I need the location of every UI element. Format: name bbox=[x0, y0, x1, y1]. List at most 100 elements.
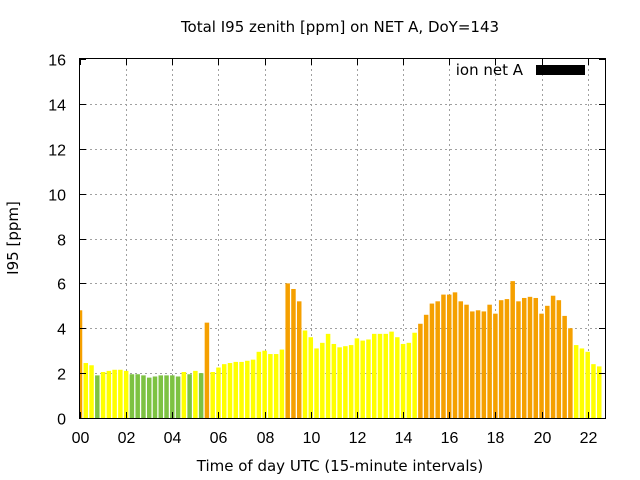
bar bbox=[516, 301, 521, 418]
bar bbox=[464, 304, 469, 418]
bar bbox=[204, 322, 210, 418]
bar bbox=[112, 369, 117, 418]
bar bbox=[521, 297, 527, 418]
bar bbox=[585, 351, 590, 418]
legend-label: ion net A bbox=[456, 61, 524, 79]
x-axis-label: Time of day UTC (15-minute intervals) bbox=[196, 457, 483, 475]
bar bbox=[141, 375, 146, 418]
y-tick-label: 16 bbox=[48, 53, 66, 70]
bar bbox=[441, 294, 446, 418]
bar bbox=[510, 281, 515, 418]
x-tick-label: 04 bbox=[164, 430, 182, 447]
bar bbox=[498, 300, 504, 418]
bar bbox=[366, 339, 371, 418]
legend: ion net A bbox=[456, 61, 585, 79]
bar bbox=[596, 366, 602, 418]
bar bbox=[308, 337, 314, 418]
bar bbox=[291, 288, 296, 418]
bar bbox=[475, 310, 481, 418]
bar bbox=[343, 346, 348, 418]
bar bbox=[106, 370, 112, 418]
bar bbox=[325, 333, 331, 418]
bar bbox=[400, 343, 406, 418]
x-tick-label: 06 bbox=[210, 430, 228, 447]
bar bbox=[193, 370, 198, 418]
bar bbox=[187, 374, 192, 418]
bar bbox=[389, 331, 394, 418]
bar bbox=[170, 375, 175, 418]
bar bbox=[377, 333, 383, 418]
bar bbox=[227, 363, 233, 418]
bar bbox=[452, 292, 458, 418]
bar bbox=[239, 361, 244, 418]
bar bbox=[216, 367, 221, 418]
bar bbox=[302, 330, 308, 418]
bar bbox=[470, 311, 475, 418]
x-tick-label: 14 bbox=[395, 430, 413, 447]
y-axis-label: I95 [ppm] bbox=[4, 201, 22, 275]
bar bbox=[348, 345, 354, 418]
bar bbox=[527, 296, 533, 418]
bar bbox=[383, 333, 389, 418]
bar bbox=[80, 310, 83, 418]
bar bbox=[100, 372, 106, 418]
bar bbox=[146, 377, 152, 418]
bar bbox=[262, 350, 267, 418]
bar bbox=[285, 283, 290, 419]
bar bbox=[504, 299, 510, 418]
bars bbox=[80, 281, 602, 419]
y-tick-label: 8 bbox=[57, 233, 66, 250]
chart-title: Total I95 zenith [ppm] on NET A, DoY=143 bbox=[180, 18, 499, 36]
bar bbox=[539, 313, 544, 418]
bar bbox=[158, 375, 164, 418]
x-tick-label: 02 bbox=[118, 430, 136, 447]
bar bbox=[533, 297, 539, 418]
bar bbox=[371, 333, 377, 418]
bar bbox=[83, 363, 89, 418]
y-tick-label: 14 bbox=[48, 98, 66, 115]
bar bbox=[591, 364, 596, 418]
bar bbox=[135, 374, 140, 418]
bar bbox=[198, 373, 204, 419]
bar bbox=[320, 342, 325, 418]
bar bbox=[279, 349, 285, 418]
bar bbox=[446, 294, 452, 418]
bar bbox=[337, 347, 342, 418]
bar bbox=[314, 348, 319, 418]
bar bbox=[268, 354, 273, 418]
bar bbox=[354, 338, 360, 418]
bar bbox=[181, 372, 187, 418]
y-tick-label: 6 bbox=[57, 277, 66, 294]
bar bbox=[273, 354, 279, 418]
bar bbox=[250, 359, 256, 418]
y-tick-label: 2 bbox=[57, 367, 66, 384]
x-tick-label: 16 bbox=[441, 430, 459, 447]
x-tick-label: 18 bbox=[487, 430, 505, 447]
bar bbox=[245, 360, 250, 418]
bar bbox=[221, 364, 227, 418]
bar bbox=[493, 313, 498, 418]
bar bbox=[481, 311, 487, 418]
bar bbox=[429, 303, 435, 418]
plot-border bbox=[79, 58, 606, 419]
bar bbox=[89, 365, 94, 418]
legend-swatch bbox=[536, 65, 585, 75]
bar bbox=[118, 369, 123, 418]
x-tick-label: 00 bbox=[72, 430, 90, 447]
bar bbox=[406, 342, 412, 418]
bar bbox=[562, 315, 567, 418]
y-tick-label: 4 bbox=[57, 322, 66, 339]
y-tick-label: 10 bbox=[48, 188, 66, 205]
bar bbox=[395, 337, 400, 418]
bar bbox=[418, 323, 423, 418]
bar bbox=[568, 328, 573, 418]
bar bbox=[164, 375, 169, 418]
x-tick-label: 22 bbox=[580, 430, 598, 447]
bar bbox=[331, 343, 337, 418]
bar bbox=[152, 376, 158, 418]
bar bbox=[458, 301, 464, 418]
bar bbox=[556, 300, 562, 418]
bar bbox=[256, 351, 262, 418]
